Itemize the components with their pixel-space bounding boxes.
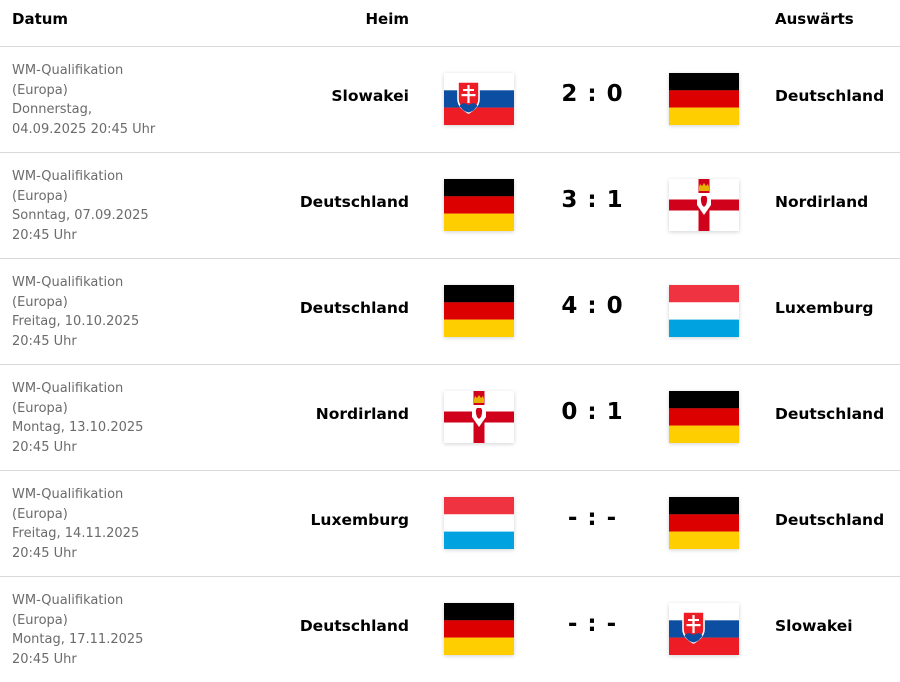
match-date-line: Montag, 13.10.2025: [12, 420, 144, 435]
match-date-line: (Europa): [12, 294, 68, 310]
header-home: Heim: [365, 10, 410, 28]
match-date-line: 20:45 Uhr: [12, 333, 77, 349]
header-away: Auswärts: [775, 10, 854, 28]
match-date-line: 20:45 Uhr: [12, 439, 77, 455]
away-team-name[interactable]: Deutschland: [775, 405, 885, 423]
match-row[interactable]: WM-Qualifikation (Europa) Freitag, 14.11.2…: [0, 471, 900, 577]
home-team-name[interactable]: Deutschland: [299, 193, 409, 211]
match-date-line: Montag, 17.11.2025: [12, 632, 144, 647]
match-date: WM-Qualifikation (Europa) Freitag, 10.10.2…: [12, 273, 182, 351]
match-date-line: 04.09.2025 20:45 Uhr: [12, 121, 156, 137]
match-date-line: WM-Qualifikation: [12, 275, 124, 290]
slovakia-flag-icon: [444, 73, 514, 125]
match-date-line: (Europa): [12, 400, 68, 416]
match-row[interactable]: WM-Qualifikation (Europa) Freitag, 10.10.2…: [0, 259, 900, 365]
away-team-name[interactable]: Slowakei: [775, 617, 853, 635]
match-date-line: Freitag, 10.10.2025: [12, 314, 140, 329]
match-date-line: 20:45 Uhr: [12, 227, 77, 243]
germany-flag-icon: [669, 391, 739, 443]
match-date-line: WM-Qualifikation: [12, 487, 124, 502]
match-date-line: WM-Qualifikation: [12, 381, 124, 396]
match-date-line: WM-Qualifikation: [12, 169, 124, 184]
match-date-line: Freitag, 14.11.2025: [12, 526, 140, 541]
match-date-line: Donnerstag,: [12, 102, 93, 117]
germany-flag-icon: [669, 73, 739, 125]
match-date-line: 20:45 Uhr: [12, 545, 77, 561]
match-date: WM-Qualifikation (Europa) Sonntag, 07.09.2…: [12, 167, 182, 245]
away-team-name[interactable]: Deutschland: [775, 511, 885, 529]
germany-flag-icon: [444, 179, 514, 231]
match-row[interactable]: WM-Qualifikation (Europa) Montag, 13.10.20…: [0, 365, 900, 471]
match-date-line: (Europa): [12, 82, 68, 98]
germany-flag-icon: [444, 603, 514, 655]
match-date-line: Sonntag, 07.09.2025: [12, 208, 149, 223]
germany-flag-icon: [669, 497, 739, 549]
match-score[interactable]: - : -: [567, 505, 618, 531]
match-row[interactable]: WM-Qualifikation (Europa) Sonntag, 07.09.2…: [0, 153, 900, 259]
home-team-name[interactable]: Slowakei: [331, 87, 409, 105]
match-date-line: 20:45 Uhr: [12, 651, 77, 667]
match-score[interactable]: 4 : 0: [561, 293, 624, 319]
match-date-line: WM-Qualifikation: [12, 593, 124, 608]
germany-flag-icon: [444, 285, 514, 337]
match-date: WM-Qualifikation (Europa) Montag, 17.11.20…: [12, 591, 182, 669]
northern-ireland-flag-icon: [444, 391, 514, 443]
match-date: WM-Qualifikation (Europa) Freitag, 14.11.2…: [12, 485, 182, 563]
home-team-name[interactable]: Deutschland: [299, 299, 409, 317]
match-score[interactable]: 0 : 1: [561, 399, 624, 425]
slovakia-flag-icon: [669, 603, 739, 655]
match-score[interactable]: - : -: [567, 611, 618, 637]
match-date-line: WM-Qualifikation: [12, 63, 124, 78]
away-team-name[interactable]: Luxemburg: [775, 299, 874, 317]
home-team-name[interactable]: Luxemburg: [310, 511, 409, 529]
match-score[interactable]: 3 : 1: [561, 187, 624, 213]
match-list: WM-Qualifikation (Europa) Donnerstag, 04.09…: [0, 47, 900, 682]
match-date-line: (Europa): [12, 188, 68, 204]
match-row[interactable]: WM-Qualifikation (Europa) Montag, 17.11.20…: [0, 577, 900, 682]
luxembourg-flag-icon: [669, 285, 739, 337]
luxembourg-flag-icon: [444, 497, 514, 549]
match-date-line: (Europa): [12, 506, 68, 522]
match-row[interactable]: WM-Qualifikation (Europa) Donnerstag, 04.09…: [0, 47, 900, 153]
match-score[interactable]: 2 : 0: [561, 81, 624, 107]
match-date-line: (Europa): [12, 612, 68, 628]
header-date: Datum: [12, 10, 69, 28]
northern-ireland-flag-icon: [669, 179, 739, 231]
away-team-name[interactable]: Nordirland: [775, 193, 869, 211]
home-team-name[interactable]: Nordirland: [315, 405, 409, 423]
match-date: WM-Qualifikation (Europa) Montag, 13.10.20…: [12, 379, 182, 457]
match-date: WM-Qualifikation (Europa) Donnerstag, 04.09…: [12, 61, 182, 139]
table-header: Datum Heim Auswärts: [0, 0, 900, 47]
away-team-name[interactable]: Deutschland: [775, 87, 885, 105]
home-team-name[interactable]: Deutschland: [299, 617, 409, 635]
